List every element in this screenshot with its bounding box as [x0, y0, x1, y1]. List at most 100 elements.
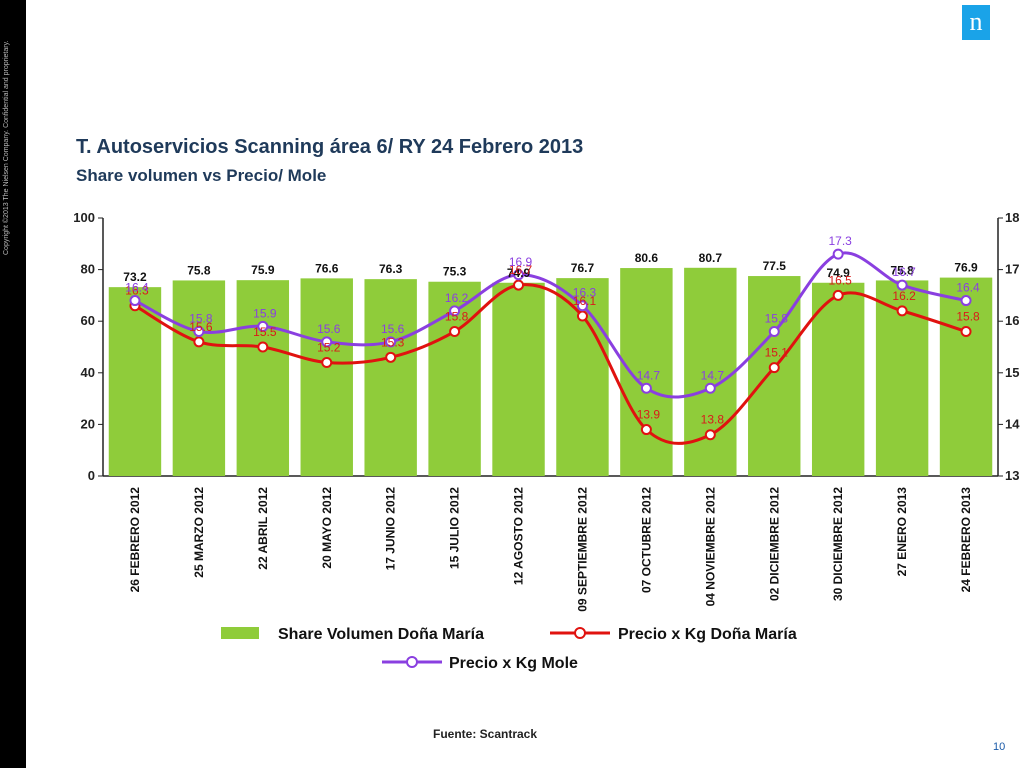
category-label: 09 SEPTIEMBRE 2012: [575, 487, 589, 612]
red-value-label: 15.3: [381, 335, 405, 349]
purple-point: [257, 320, 269, 332]
red-point: [576, 310, 588, 322]
category-label: 02 DICIEMBRE 2012: [767, 487, 781, 601]
red-value-label: 16.3: [125, 284, 149, 298]
category-label: 26 FEBRERO 2012: [128, 487, 142, 593]
red-point: [385, 351, 397, 363]
red-point: [513, 279, 525, 291]
left-tick-label: 20: [81, 416, 95, 431]
purple-value-label: 14.7: [637, 368, 661, 382]
purple-point: [449, 305, 461, 317]
category-label: 15 JULIO 2012: [448, 487, 462, 569]
bar-value-label: 77.5: [763, 259, 787, 273]
bar-value-label: 75.8: [890, 263, 914, 277]
bar-value-label: 74.9: [826, 266, 850, 280]
red-line: [134, 283, 967, 445]
category-label: 07 OCTUBRE 2012: [639, 487, 653, 593]
legend-bar-label: Share Volumen Doña María: [278, 626, 484, 643]
purple-value-label: 15.6: [317, 322, 341, 336]
purple-point: [193, 326, 205, 338]
bar: [300, 278, 353, 476]
category-label: 12 AGOSTO 2012: [512, 487, 526, 585]
page-title: T. Autoservicios Scanning área 6/ RY 24 …: [76, 136, 584, 158]
red-value-label: 16.1: [573, 294, 597, 308]
bar: [811, 282, 865, 476]
bar-value-label: 75.3: [443, 265, 467, 279]
red-point: [768, 362, 780, 374]
purple-value-label: 16.3: [573, 286, 597, 300]
red-value-label: 15.1: [765, 346, 789, 360]
bar-value-label: 74.9: [507, 266, 531, 280]
bar-value-label: 75.9: [251, 263, 275, 277]
purple-value-label: 16.7: [892, 265, 916, 279]
bar-value-label: 80.7: [699, 251, 723, 265]
category-label: 24 FEBRERO 2013: [959, 487, 973, 593]
bar: [492, 282, 545, 476]
purple-value-label: 16.4: [125, 281, 149, 295]
red-value-label: 15.2: [317, 340, 341, 354]
red-value-label: 15.5: [253, 325, 277, 339]
bar-value-label: 76.9: [954, 261, 978, 275]
category-label: 22 ABRIL 2012: [256, 487, 270, 570]
bar: [364, 279, 417, 476]
legend-purple-label: Precio x Kg Mole: [449, 655, 578, 672]
purple-point: [960, 295, 972, 307]
line-series: [129, 248, 972, 445]
red-point: [704, 429, 716, 441]
red-point: [640, 424, 652, 436]
bar: [236, 280, 290, 476]
left-tick-label: 0: [88, 468, 95, 483]
chart-legend: Share Volumen Doña María Precio x Kg Doña…: [221, 626, 797, 672]
left-tick-label: 80: [81, 262, 95, 277]
right-tick-label: 17: [1005, 262, 1019, 277]
category-label: 17 JUNIO 2012: [384, 487, 398, 571]
page-number: 10: [993, 741, 1006, 753]
legend-bar-swatch: [221, 627, 259, 639]
bar-value-label: 73.2: [123, 270, 147, 284]
red-value-label: 16.7: [509, 263, 533, 277]
bar-value-label: 76.3: [379, 262, 403, 276]
purple-value-label: 16.2: [445, 291, 469, 305]
purple-value-label: 16.9: [509, 255, 533, 269]
legend-red-marker: [574, 627, 586, 639]
right-tick-label: 14: [1005, 416, 1020, 431]
right-tick-label: 13: [1005, 468, 1019, 483]
purple-point: [576, 300, 588, 312]
purple-value-label: 17.3: [828, 234, 852, 248]
red-value-label: 13.8: [701, 413, 725, 427]
purple-value-label: 15.9: [253, 306, 277, 320]
red-value-label: 16.2: [892, 289, 916, 303]
nielsen-logo: n: [962, 5, 990, 40]
bar-value-label: 80.6: [635, 251, 659, 265]
category-label: 27 ENERO 2013: [895, 487, 909, 577]
purple-point: [896, 279, 908, 291]
category-label: 25 MARZO 2012: [192, 487, 206, 578]
category-label: 20 MAYO 2012: [320, 487, 334, 569]
purple-point: [832, 248, 844, 260]
right-tick-label: 15: [1005, 365, 1019, 380]
left-tick-label: 60: [81, 313, 95, 328]
category-label: 04 NOVIEMBRE 2012: [703, 487, 717, 607]
red-point: [193, 336, 205, 348]
page-subtitle: Share volumen vs Precio/ Mole: [76, 166, 327, 185]
purple-point: [640, 382, 652, 394]
purple-value-label: 16.4: [956, 281, 980, 295]
red-value-label: 13.9: [637, 408, 661, 422]
red-point: [832, 289, 844, 301]
bar-series: [108, 267, 993, 476]
purple-point: [704, 382, 716, 394]
bar-value-label: 76.7: [571, 261, 595, 275]
purple-point: [385, 336, 397, 348]
purple-value-label: 15.8: [765, 312, 789, 326]
purple-point: [768, 326, 780, 338]
bar: [108, 287, 162, 476]
red-point: [896, 305, 908, 317]
bar-value-label: 76.6: [315, 261, 339, 275]
legend-red-label: Precio x Kg Doña María: [618, 626, 797, 643]
category-labels: 26 FEBRERO 2012 25 MARZO 2012 22 ABRIL 201…: [128, 487, 973, 612]
red-value-label: 15.8: [956, 310, 980, 324]
red-point: [960, 326, 972, 338]
category-label: 30 DICIEMBRE 2012: [831, 487, 845, 601]
left-tick-label: 40: [81, 365, 95, 380]
right-tick-label: 16: [1005, 313, 1019, 328]
